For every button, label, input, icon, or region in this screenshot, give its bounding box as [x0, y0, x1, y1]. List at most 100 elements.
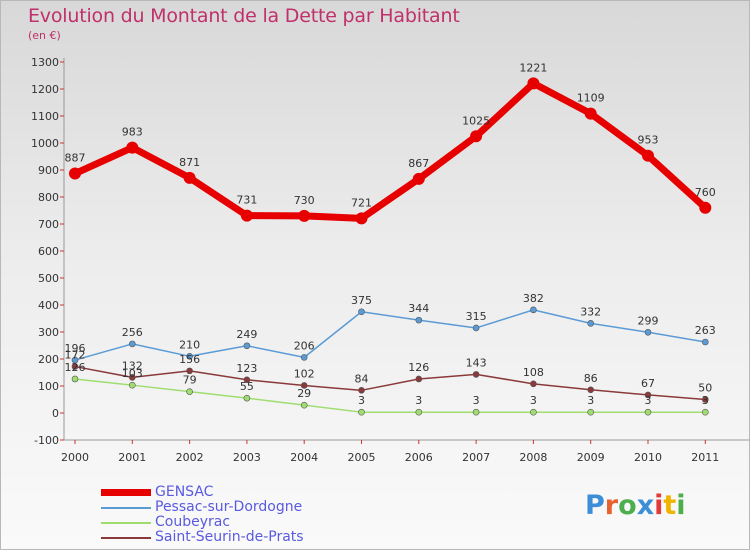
data-label: 172	[65, 349, 86, 362]
data-point	[69, 167, 81, 180]
data-point	[298, 209, 311, 222]
data-point	[470, 130, 483, 143]
y-tick-label: 0	[52, 407, 59, 420]
y-tick-label: 600	[38, 245, 59, 258]
data-label: 953	[638, 134, 659, 147]
legend-label: GENSAC	[155, 484, 214, 500]
logo-letter: P	[585, 490, 605, 521]
data-label: 210	[179, 338, 200, 351]
x-tick-label: 2001	[118, 451, 146, 464]
chart-title: Evolution du Montant de la Dette par Hab…	[28, 5, 460, 27]
data-point	[129, 381, 136, 389]
data-label: 332	[580, 305, 601, 318]
data-point	[300, 354, 308, 361]
data-label: 79	[183, 374, 197, 387]
data-point	[71, 363, 79, 370]
data-point	[415, 375, 423, 383]
x-tick-label: 2009	[577, 451, 605, 464]
logo-letter: r	[604, 490, 619, 521]
data-label: 156	[179, 353, 200, 366]
data-point	[415, 316, 423, 324]
data-point	[699, 201, 712, 214]
logo-letter: t	[663, 490, 677, 521]
data-point	[642, 149, 654, 162]
data-point	[126, 141, 139, 154]
data-label: 256	[122, 326, 143, 339]
data-label: 867	[408, 157, 429, 170]
data-label: 126	[65, 361, 86, 374]
series-line	[74, 365, 707, 401]
data-point	[71, 375, 79, 383]
data-point	[186, 352, 193, 360]
data-point	[701, 338, 709, 346]
data-point	[186, 388, 193, 395]
y-tick-label: 300	[38, 326, 59, 339]
data-label: 3	[702, 394, 709, 407]
data-label: 871	[179, 156, 200, 169]
data-point	[358, 308, 365, 316]
data-label: 3	[587, 394, 594, 407]
x-tick-label: 2000	[61, 451, 89, 464]
logo-letter: o	[618, 490, 637, 521]
y-tick-label: 900	[38, 164, 59, 177]
data-label: 1221	[519, 61, 547, 74]
data-label: 887	[65, 152, 86, 165]
logo-letter: i	[654, 490, 664, 521]
x-tick-label: 2005	[348, 451, 376, 464]
data-label: 983	[122, 126, 143, 139]
data-point	[129, 340, 136, 348]
data-label: 86	[584, 372, 598, 385]
data-point	[701, 396, 709, 403]
data-label: 760	[695, 186, 716, 199]
data-point	[472, 324, 480, 332]
data-label: 375	[351, 294, 372, 307]
data-label: 249	[236, 328, 257, 341]
data-label: 123	[236, 362, 257, 375]
x-tick-label: 2011	[691, 451, 719, 464]
data-label: 382	[523, 292, 544, 305]
data-label: 103	[122, 367, 143, 380]
data-label: 126	[408, 361, 429, 374]
series-line	[74, 309, 707, 361]
data-point	[243, 376, 251, 384]
data-point	[587, 408, 595, 416]
data-point	[300, 401, 308, 409]
data-point	[584, 107, 597, 120]
x-tick-label: 2004	[290, 451, 318, 464]
data-point	[183, 171, 196, 184]
data-point	[472, 408, 480, 416]
data-point	[412, 172, 425, 185]
series-line	[71, 79, 709, 222]
data-label: 721	[351, 196, 372, 209]
data-label: 50	[698, 382, 712, 395]
data-point	[644, 391, 652, 399]
data-label: 3	[358, 394, 365, 407]
data-point	[129, 374, 136, 381]
data-label: 344	[408, 302, 429, 315]
x-tick-label: 2010	[634, 451, 662, 464]
data-point	[355, 212, 368, 225]
legend-swatch	[101, 521, 151, 524]
data-point	[358, 387, 365, 394]
x-tick-label: 2002	[176, 451, 204, 464]
data-point	[530, 306, 537, 314]
data-point	[300, 382, 308, 389]
legend-label: Pessac-sur-Dordogne	[155, 499, 303, 515]
x-tick-label: 2008	[519, 451, 547, 464]
data-point	[644, 328, 652, 336]
data-label: 299	[638, 314, 659, 327]
data-label: 730	[294, 194, 315, 207]
data-label: 55	[240, 380, 254, 393]
y-tick-label: 1100	[31, 110, 59, 123]
data-point	[701, 408, 709, 416]
data-label: 84	[355, 372, 369, 385]
legend-swatch	[101, 506, 151, 509]
y-tick-label: 1000	[31, 137, 59, 150]
proxiti-logo: Proxiti	[585, 490, 686, 521]
data-label: 67	[641, 377, 655, 390]
data-point	[530, 380, 537, 388]
data-label: 1025	[462, 114, 490, 127]
logo-letter: x	[636, 490, 655, 521]
data-point	[472, 371, 480, 378]
